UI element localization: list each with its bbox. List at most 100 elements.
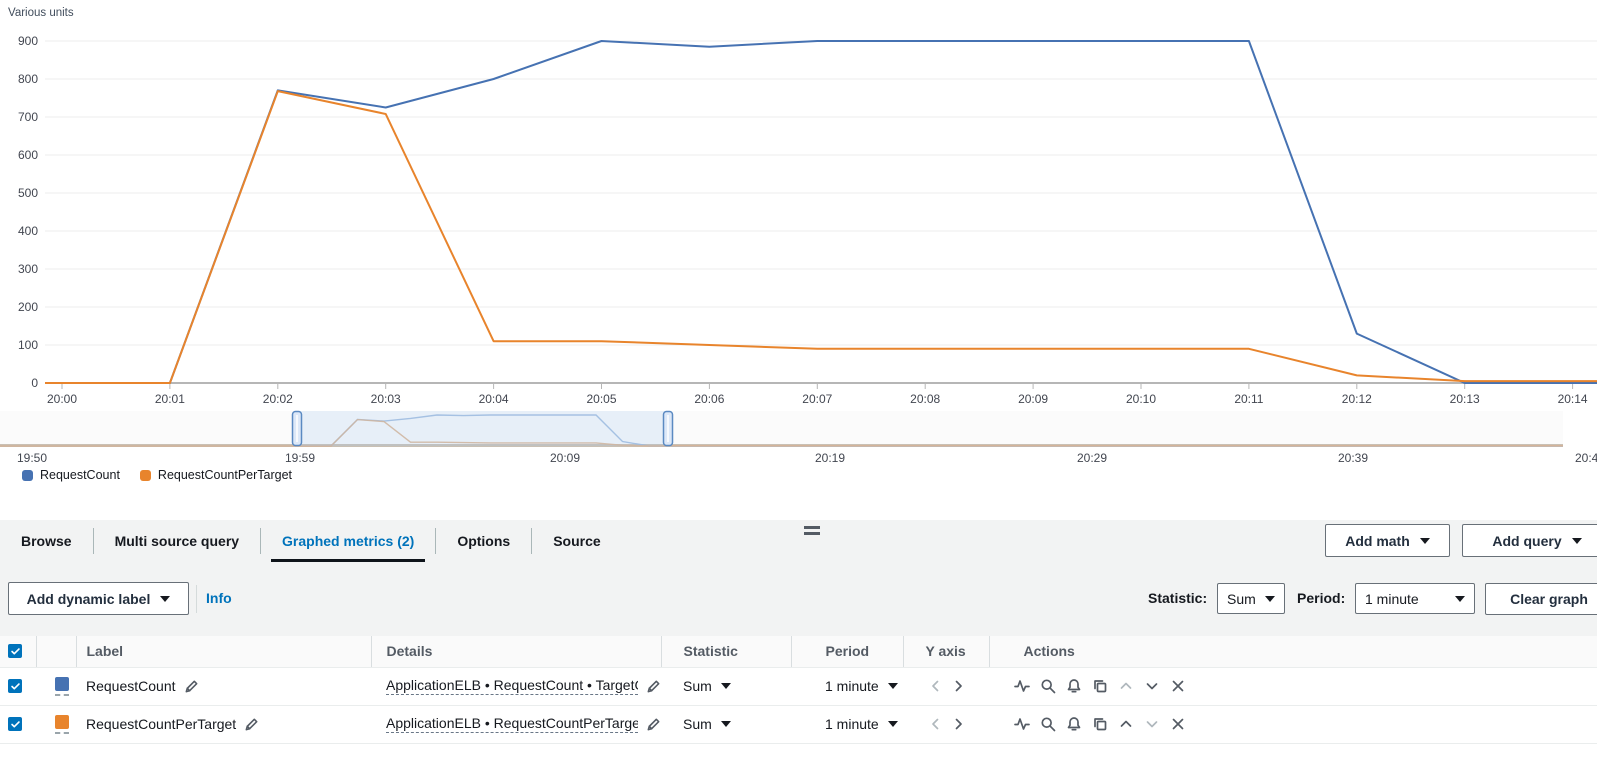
row-checkbox[interactable] — [8, 717, 22, 731]
statistic-label: Statistic: — [1148, 590, 1208, 606]
divider — [196, 585, 197, 613]
tab-options[interactable]: Options — [457, 533, 511, 549]
minimap-axis-labels: 19:50 19:59 20:09 20:19 20:29 20:39 20:49 — [17, 451, 1597, 465]
svg-text:20:14: 20:14 — [1558, 392, 1588, 406]
legend-label: RequestCountPerTarget — [157, 468, 293, 482]
row-statistic-select[interactable]: Sum — [683, 678, 731, 694]
edit-label-pencil-icon[interactable] — [184, 679, 199, 694]
svg-text:500: 500 — [18, 186, 38, 200]
select-all-checkbox[interactable] — [8, 644, 22, 659]
y-axis-left-icon[interactable] — [928, 716, 944, 732]
caret-down-icon — [1455, 595, 1465, 602]
search-icon[interactable] — [1040, 716, 1056, 732]
edit-details-pencil-icon[interactable] — [646, 717, 661, 732]
alarm-bell-icon[interactable] — [1066, 678, 1082, 694]
add-dynamic-label-button[interactable]: Add dynamic label — [8, 582, 189, 615]
y-axis-left-icon[interactable] — [928, 678, 944, 694]
svg-text:20:19: 20:19 — [815, 451, 845, 465]
caret-down-icon — [1265, 595, 1275, 602]
caret-down-icon — [887, 683, 898, 689]
duplicate-icon[interactable] — [1092, 678, 1108, 694]
row-period-select[interactable]: 1 minute — [825, 716, 898, 732]
gridlines — [45, 40, 1597, 346]
move-down-icon[interactable] — [1144, 716, 1160, 732]
statistic-select[interactable]: Sum — [1217, 583, 1285, 614]
metric-details[interactable]: ApplicationELB • RequestCount • TargetG — [386, 677, 638, 695]
col-header-y-axis: Y axis — [902, 636, 989, 668]
caret-down-icon — [160, 595, 171, 602]
y-axis-right-icon[interactable] — [950, 716, 966, 732]
metric-color-chip[interactable] — [55, 676, 69, 696]
tab-multi-source-query[interactable]: Multi source query — [114, 533, 240, 549]
col-header-label: Label — [75, 636, 371, 668]
edit-label-pencil-icon[interactable] — [244, 717, 259, 732]
tab-divider — [260, 528, 262, 554]
svg-text:200: 200 — [18, 300, 38, 314]
svg-text:400: 400 — [18, 224, 38, 238]
row-statistic-select[interactable]: Sum — [683, 716, 731, 732]
tab-divider — [531, 528, 533, 554]
metric-details[interactable]: ApplicationELB • RequestCountPerTarget — [386, 715, 638, 733]
tab-divider — [92, 528, 94, 554]
svg-text:0: 0 — [31, 376, 38, 390]
legend-item-requestcount[interactable]: RequestCount — [22, 468, 120, 482]
info-link[interactable]: Info — [206, 590, 232, 606]
metric-row: RequestCount ApplicationELB • RequestCou… — [0, 667, 1597, 706]
legend-label: RequestCount — [40, 468, 120, 482]
table-header-row: Label Details Statistic Period Y axis Ac… — [0, 636, 1597, 668]
graphed-metrics-table: Label Details Statistic Period Y axis Ac… — [0, 636, 1597, 771]
col-header-details: Details — [370, 636, 661, 668]
svg-text:20:29: 20:29 — [1077, 451, 1107, 465]
tab-source[interactable]: Source — [553, 533, 601, 549]
move-up-icon[interactable] — [1118, 678, 1134, 694]
svg-text:20:00: 20:00 — [47, 392, 77, 406]
metric-row: RequestCountPerTarget ApplicationELB • R… — [0, 705, 1597, 744]
metric-label: RequestCount — [86, 678, 176, 694]
minimap-selection[interactable] — [297, 411, 668, 446]
alarm-bell-icon[interactable] — [1066, 716, 1082, 732]
tab-browse[interactable]: Browse — [21, 533, 72, 549]
y-axis-labels: 0 100 200 300 400 500 600 700 800 900 — [18, 34, 38, 390]
svg-text:20:12: 20:12 — [1342, 392, 1372, 406]
legend-item-requestcountpertarget[interactable]: RequestCountPerTarget — [139, 468, 293, 482]
col-header-period: Period — [790, 636, 903, 668]
minimap-background — [0, 411, 1563, 446]
pulse-graph-icon[interactable] — [1014, 678, 1030, 694]
search-icon[interactable] — [1040, 678, 1056, 694]
svg-text:20:11: 20:11 — [1234, 392, 1263, 406]
y-axis-right-icon[interactable] — [950, 678, 966, 694]
svg-text:20:10: 20:10 — [1126, 392, 1156, 406]
metric-color-chip[interactable] — [55, 714, 69, 734]
caret-down-icon — [887, 721, 898, 727]
duplicate-icon[interactable] — [1092, 716, 1108, 732]
tab-graphed-metrics[interactable]: Graphed metrics (2) — [261, 520, 435, 562]
svg-text:19:50: 19:50 — [17, 451, 47, 465]
row-period-select[interactable]: 1 minute — [825, 678, 898, 694]
svg-text:20:06: 20:06 — [694, 392, 724, 406]
chart-units-label: Various units — [8, 7, 74, 19]
tab-bar: Browse Multi source query Graphed metric… — [0, 520, 1597, 562]
add-math-button[interactable]: Add math — [1325, 524, 1450, 557]
svg-text:19:59: 19:59 — [285, 451, 315, 465]
move-down-icon[interactable] — [1144, 678, 1160, 694]
svg-text:700: 700 — [18, 110, 38, 124]
remove-metric-icon[interactable] — [1170, 678, 1186, 694]
edit-details-pencil-icon[interactable] — [646, 679, 661, 694]
svg-text:20:07: 20:07 — [802, 392, 832, 406]
panel-resize-handle-icon[interactable] — [804, 526, 820, 535]
clear-graph-button[interactable]: Clear graph — [1485, 583, 1597, 615]
col-header-actions: Actions — [988, 636, 1597, 668]
legend-color-swatch — [139, 469, 151, 481]
pulse-graph-icon[interactable] — [1014, 716, 1030, 732]
chart-legend: RequestCount RequestCountPerTarget — [22, 468, 292, 482]
add-query-button[interactable]: Add query — [1462, 524, 1597, 557]
row-checkbox[interactable] — [8, 679, 22, 693]
legend-color-swatch — [22, 469, 33, 481]
move-up-icon[interactable] — [1118, 716, 1134, 732]
remove-metric-icon[interactable] — [1170, 716, 1186, 732]
caret-down-icon — [1571, 537, 1582, 544]
svg-text:300: 300 — [18, 262, 38, 276]
period-select[interactable]: 1 minute — [1355, 583, 1475, 614]
period-label: Period: — [1297, 590, 1346, 606]
